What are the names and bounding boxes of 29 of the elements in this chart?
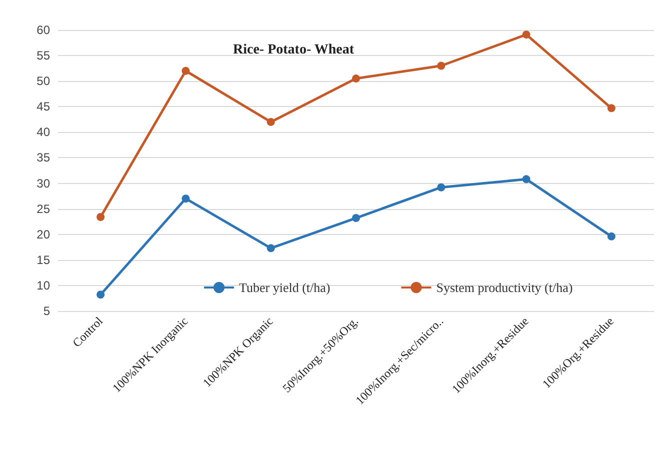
point [522,30,530,39]
point [607,104,616,112]
y-tick-label: 40 [36,125,50,140]
y-tick-label: 55 [36,48,50,63]
point [607,232,616,240]
y-tick-label: 15 [36,252,50,267]
text: Rice- Potato- Wheat [233,42,354,58]
point [352,74,360,83]
point [522,175,530,184]
point [96,290,105,299]
y-tick-label: 45 [36,100,50,114]
y-tick-label: 25 [36,202,50,216]
point [182,194,190,203]
legend-label: Tuber yield (t/ha) [239,280,330,295]
y-tick-label: 35 [36,150,50,165]
y-tick-label: 20 [36,227,50,242]
point [437,183,446,192]
y-tick-label: 30 [36,176,50,190]
y-tick-label: 50 [36,74,50,88]
point [437,62,446,70]
y-tick-label: 10 [36,278,50,292]
point [352,214,360,222]
point [266,118,275,126]
point [182,66,190,75]
y-tick-label: 5 [43,304,50,318]
legend-label: System productivity (t/ha) [436,280,573,295]
y-tick-label: 60 [36,23,50,37]
point [96,212,105,221]
point [266,244,275,252]
